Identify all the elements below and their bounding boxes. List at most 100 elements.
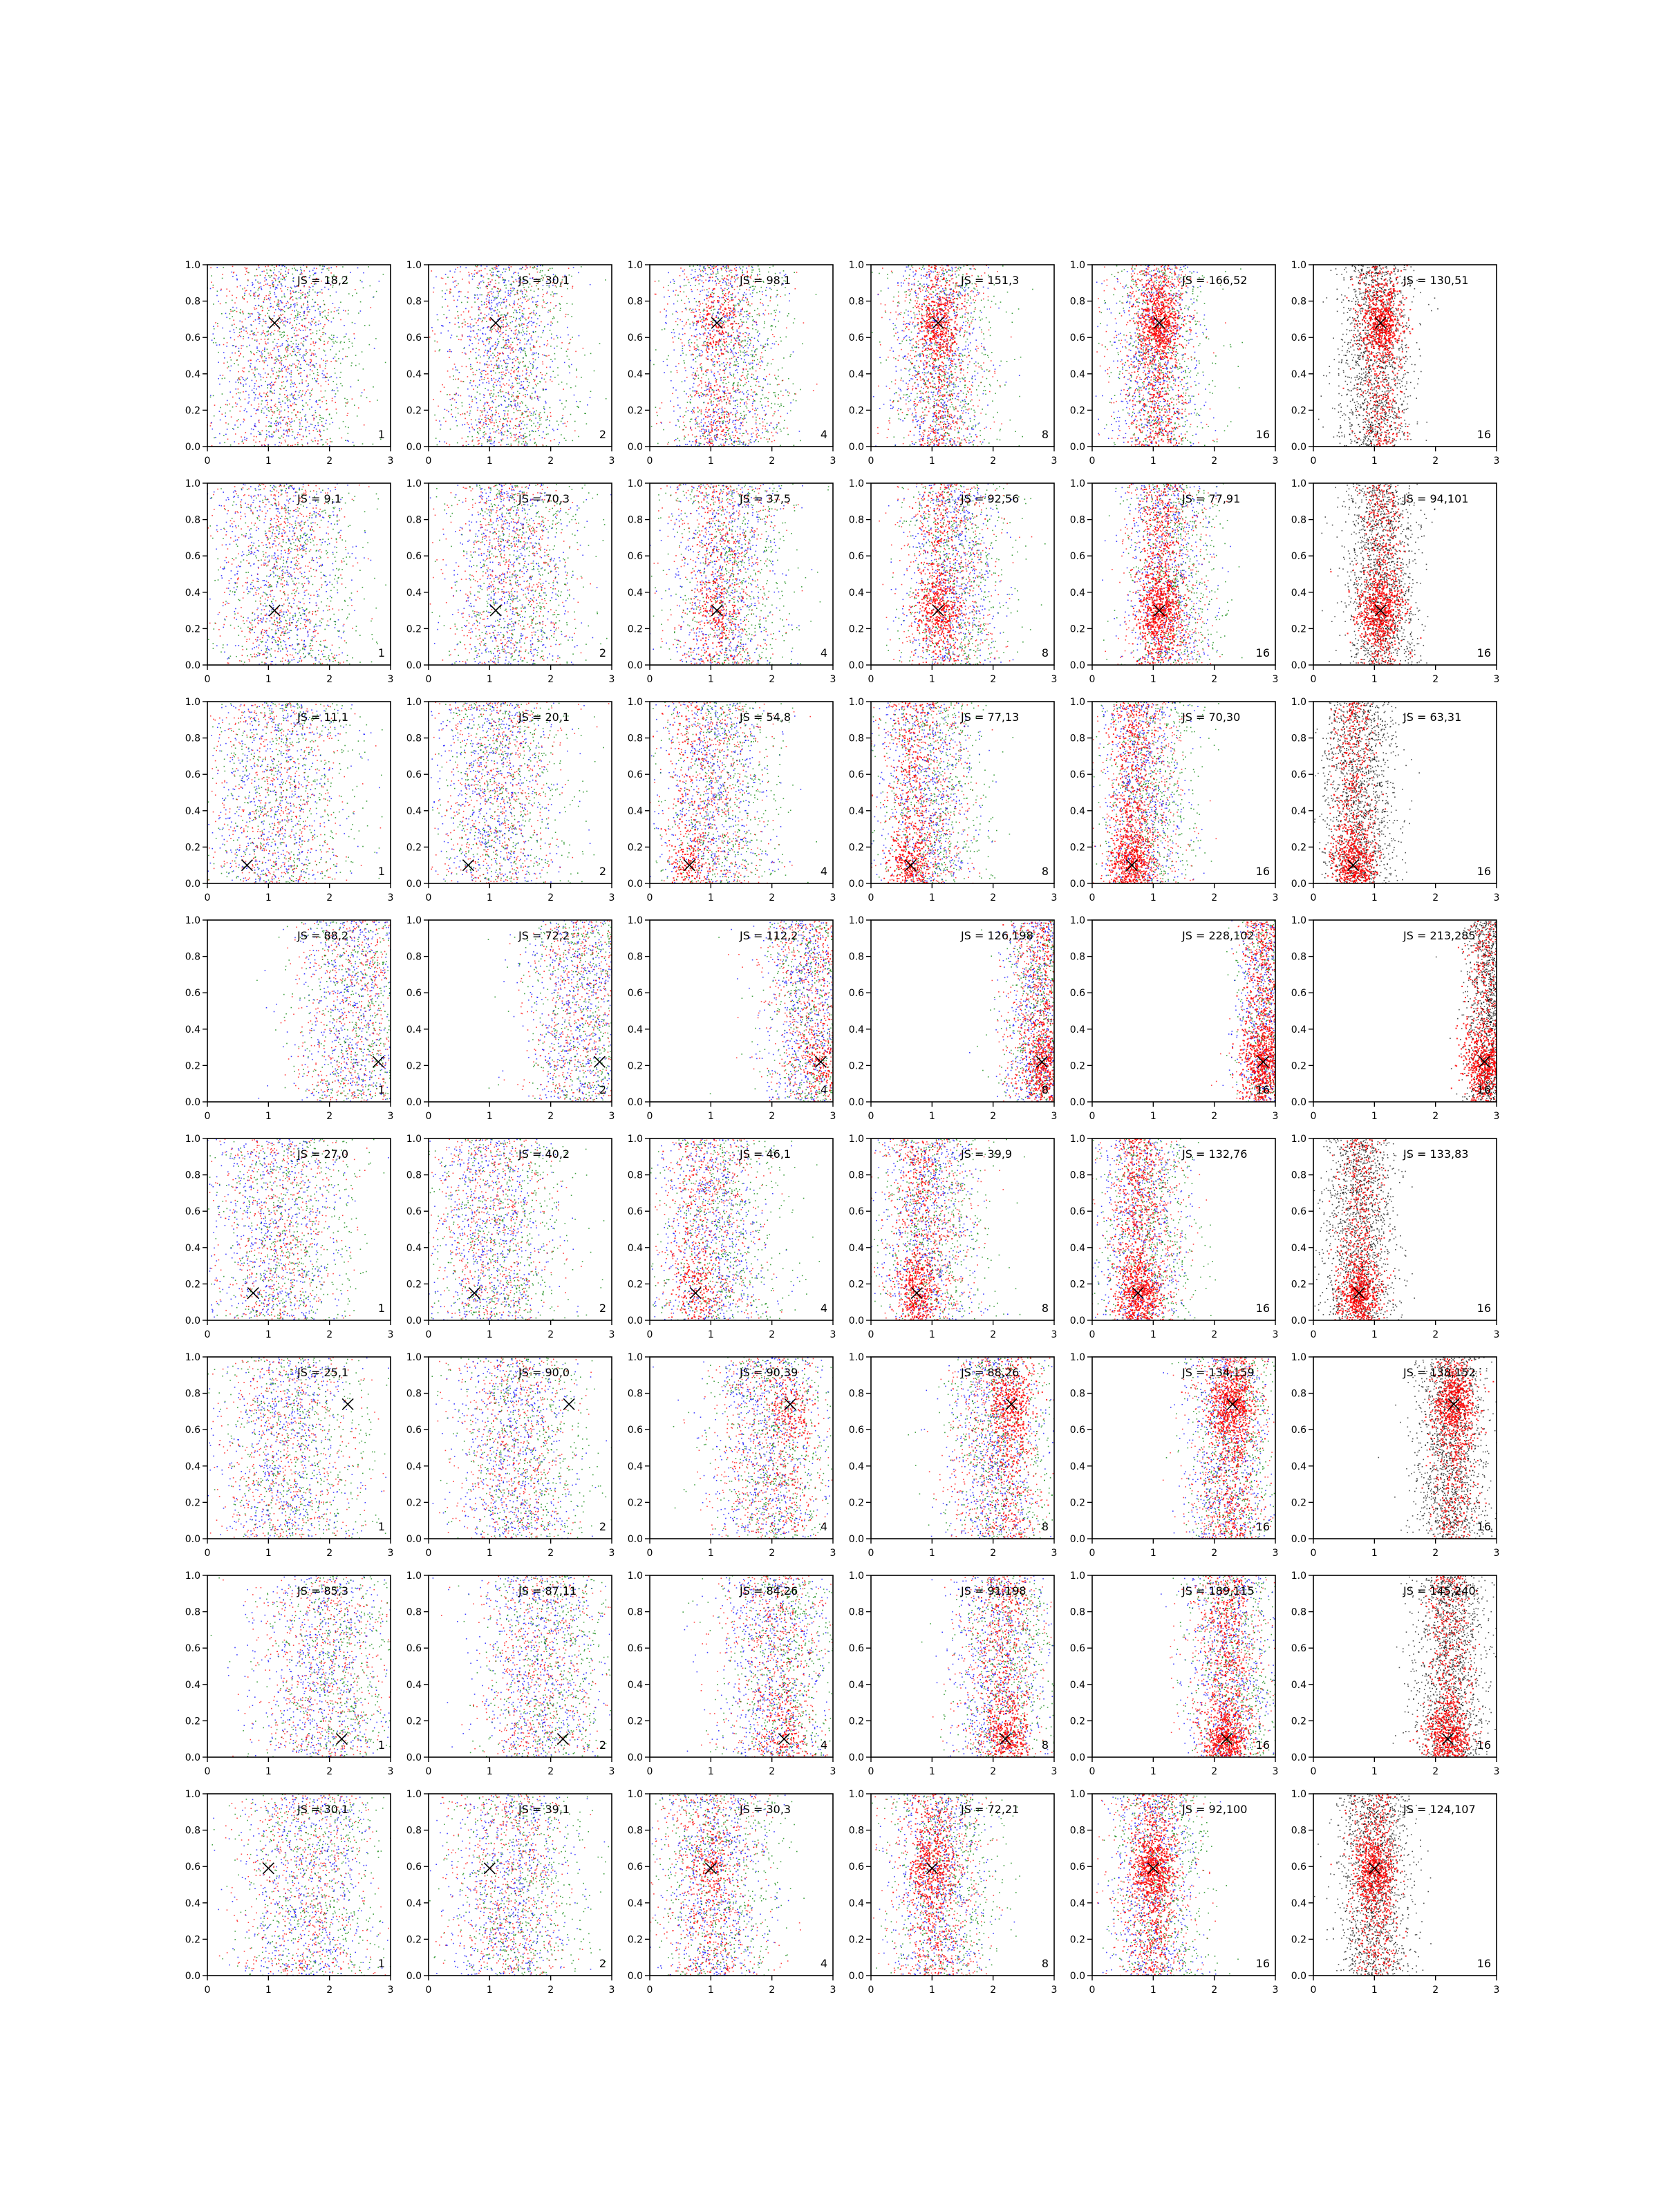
data-point [331,339,332,341]
data-point [498,265,500,267]
data-point [751,428,753,429]
data-point [703,424,704,426]
data-point [185,422,187,423]
data-point [474,301,476,303]
data-point [711,419,713,420]
data-point [747,371,749,373]
data-point [691,312,692,313]
data-point [771,329,772,330]
data-point [507,344,508,346]
data-point [250,366,251,368]
data-point [576,401,577,402]
data-point [310,338,312,339]
data-point [741,375,742,377]
data-point [268,298,270,299]
data-point [507,421,509,422]
data-point [294,409,295,411]
data-point [334,390,335,391]
data-point [574,431,576,432]
data-point [494,393,495,395]
data-point [733,397,734,399]
data-point [506,301,507,302]
data-point [771,403,773,404]
data-point [542,438,543,439]
data-point [488,437,489,438]
data-point [550,294,552,296]
data-point [285,320,286,321]
data-point [494,297,495,299]
data-point [738,444,739,445]
data-point [488,405,489,406]
data-point [326,373,328,375]
data-point [506,323,507,324]
data-point [326,377,328,378]
data-point [479,307,480,308]
data-point [254,369,256,371]
data-point [730,270,731,271]
data-point [252,369,253,371]
data-point [718,404,720,405]
data-point [274,363,275,364]
data-point [507,326,508,327]
data-point [490,348,491,349]
data-point [510,437,512,438]
data-point [516,406,517,408]
data-point [682,271,684,272]
data-point [544,344,545,346]
data-point [445,274,447,275]
data-point [481,294,482,296]
data-point [524,424,525,426]
data-point [575,351,577,353]
data-point [478,419,480,420]
data-point [285,368,287,370]
data-point [500,386,502,388]
data-point [328,384,330,385]
data-point [318,308,319,310]
data-point [483,282,485,283]
data-point [276,361,277,362]
data-point [509,305,511,306]
data-point [494,425,495,427]
data-point [481,321,482,323]
data-point [308,311,309,312]
data-point [694,375,695,376]
data-point [276,345,277,346]
data-point [299,323,300,324]
data-point [268,357,270,359]
data-point [307,422,308,423]
data-point [297,319,298,320]
data-point [740,310,742,312]
data-point [491,312,492,313]
data-point [297,359,298,361]
data-point [453,281,454,283]
data-point [238,443,240,444]
data-point [240,400,241,401]
data-point [517,292,518,294]
data-point [496,411,497,413]
data-point [297,437,298,438]
data-point [542,296,543,297]
data-point [315,310,316,312]
data-point [491,272,493,273]
y-tick-label: 0.8 [406,297,422,308]
data-point [500,419,501,420]
target-marker [490,317,501,328]
data-point [303,355,305,356]
data-point [454,400,456,401]
data-point [486,402,487,403]
data-point [672,337,673,339]
data-point [253,321,254,322]
data-point [749,306,751,307]
data-point [507,339,509,340]
data-point [297,387,298,388]
data-point [752,360,753,362]
data-point [285,424,286,425]
data-point [231,366,232,367]
data-point [523,308,525,310]
data-point [301,429,302,430]
data-point [508,372,509,373]
data-point [431,327,433,328]
data-point [500,298,502,299]
data-point [267,349,268,350]
data-point [517,383,518,384]
